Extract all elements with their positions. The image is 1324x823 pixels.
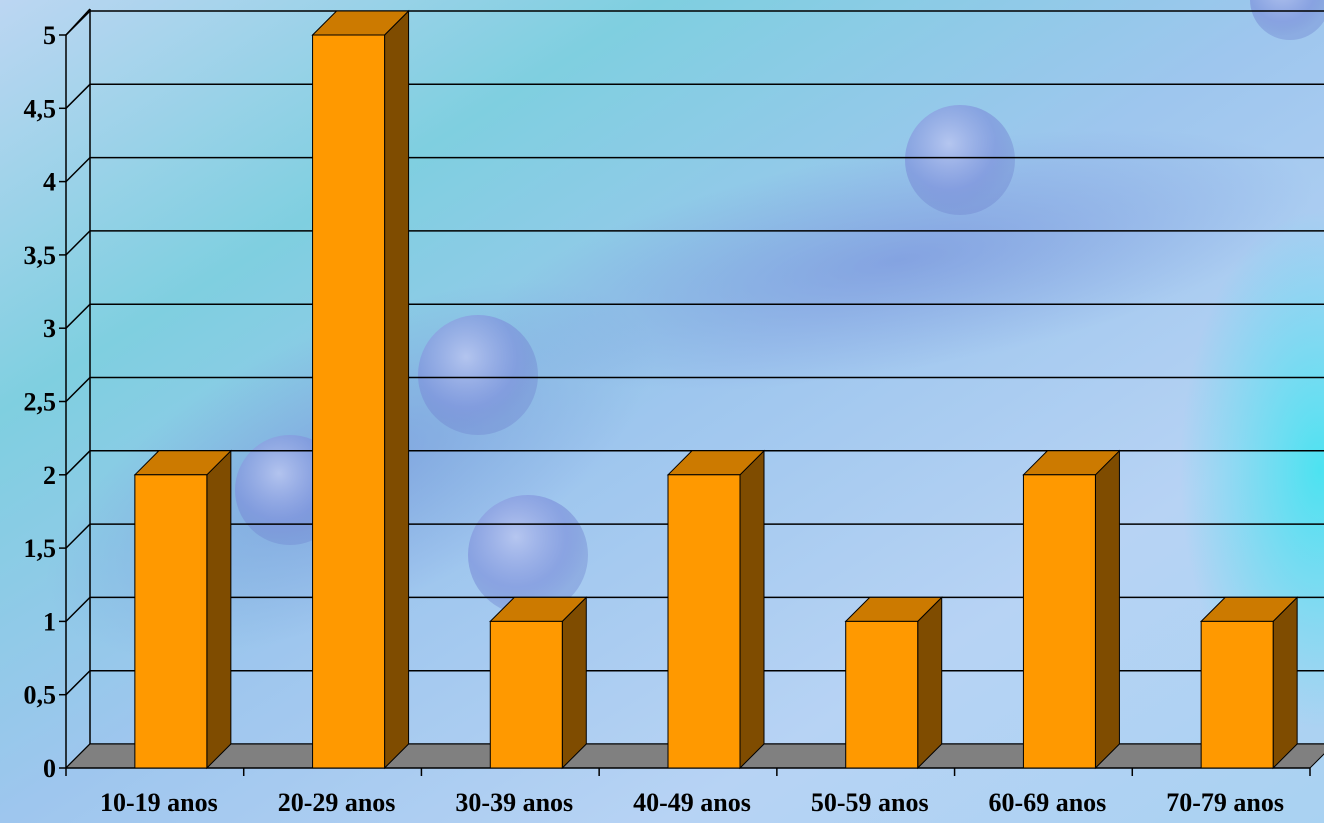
gridline (65, 450, 1324, 476)
x-category-label: 60-69 anos (989, 788, 1107, 817)
water-drop-decoration (905, 105, 1015, 215)
x-axis-ticks: 10-19 anos 20-29 anos 30-39 anos 40-49 anos… (100, 788, 1284, 817)
gridline (65, 156, 1324, 183)
water-drop-decoration (468, 495, 588, 615)
y-tick-label: 1 (43, 607, 56, 636)
y-tick-label: 2,5 (24, 388, 57, 417)
bar (133, 449, 233, 770)
bar-front (489, 620, 563, 769)
y-tick-label: 1,5 (24, 534, 57, 563)
gridline (65, 83, 1324, 109)
gridline (65, 376, 1324, 403)
x-category-label: 70-79 anos (1166, 788, 1284, 817)
bar-front (845, 620, 919, 769)
bar-side (739, 449, 765, 770)
x-category-label: 50-59 anos (811, 788, 929, 817)
x-category-label: 20-29 anos (278, 788, 396, 817)
y-tick-label: 0,5 (24, 681, 57, 710)
water-drop-decoration (1250, 0, 1324, 40)
y-axis-ticks: 0 0,5 1 1,5 2 2,5 3 3,5 4 4,5 5 (24, 21, 66, 783)
bar-side (1272, 596, 1298, 770)
bars (133, 9, 1299, 770)
y-tick-label: 2 (43, 461, 56, 490)
bar (489, 596, 588, 770)
water-drop-decoration (418, 315, 538, 435)
bar-front (667, 474, 741, 769)
gridline (65, 10, 1324, 36)
bar (844, 596, 943, 770)
bar-side (206, 449, 232, 770)
y-tick-label: 3,5 (24, 241, 57, 270)
bar-front (134, 474, 208, 769)
y-tick-label: 4,5 (24, 94, 57, 123)
bar-front (1022, 474, 1096, 769)
bar (311, 9, 410, 770)
y-tick-label: 0 (43, 754, 56, 783)
bar-side (561, 596, 587, 770)
bar-side (917, 596, 943, 770)
bar (1022, 449, 1121, 770)
gridline (65, 523, 1324, 549)
bar-front (1200, 620, 1274, 769)
x-category-label: 30-39 anos (455, 788, 573, 817)
gridline (65, 303, 1324, 329)
x-category-label: 40-49 anos (633, 788, 751, 817)
bar-front (312, 34, 386, 769)
y-tick-label: 5 (43, 21, 56, 50)
x-category-label: 10-19 anos (100, 788, 218, 817)
gridline (65, 230, 1324, 256)
bar-side (1094, 449, 1120, 770)
bar (1199, 596, 1299, 770)
y-tick-label: 3 (43, 314, 56, 343)
bar-side (384, 9, 410, 770)
bar (666, 449, 766, 770)
y-tick-label: 4 (43, 168, 56, 197)
